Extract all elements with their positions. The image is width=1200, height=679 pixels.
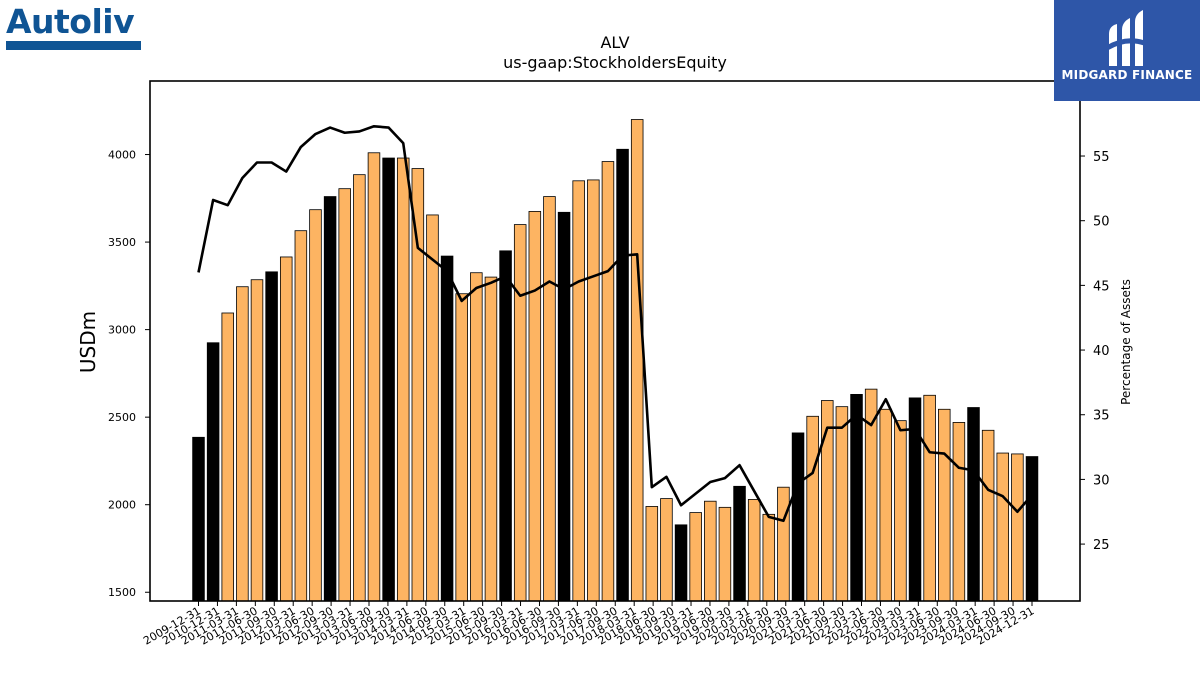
bar-13 <box>382 157 395 602</box>
bar-34 <box>689 512 702 602</box>
bar-35 <box>704 500 717 602</box>
bar-1 <box>206 342 220 602</box>
bar-7 <box>294 230 308 602</box>
chart-subtitle: us-gaap:StockholdersEquity <box>503 53 727 72</box>
y-tick-label-2: 2500 <box>108 411 136 424</box>
bar-56 <box>1011 453 1024 602</box>
bar-57 <box>1025 456 1039 602</box>
y-tick-label-1: 2000 <box>108 499 136 512</box>
bar-17 <box>440 255 454 602</box>
bar-54 <box>981 429 995 602</box>
bar-2 <box>221 312 234 602</box>
bar-39 <box>762 513 776 602</box>
bar-31 <box>645 506 659 602</box>
y-tick-label-4: 3500 <box>108 236 136 249</box>
bar-50 <box>923 394 936 602</box>
midgard-finance-logo: MIDGARD FINANCE <box>1054 0 1200 101</box>
percentage-line <box>197 124 1033 523</box>
autoliv-logo: Autoliv <box>6 4 142 52</box>
midgard-emblem-icon <box>1105 10 1148 66</box>
bar-22 <box>513 224 527 602</box>
bar-27 <box>587 179 600 602</box>
bar-45 <box>850 393 863 602</box>
bar-53 <box>967 407 980 602</box>
bar-44 <box>835 406 849 602</box>
y-axis-label: USDm <box>76 311 100 373</box>
bar-32 <box>660 498 673 602</box>
bar-5 <box>265 271 278 602</box>
bar-19 <box>470 272 483 602</box>
bar-38 <box>747 499 761 602</box>
y2-tick-label-1: 30 <box>1093 473 1110 488</box>
bar-41 <box>791 432 805 602</box>
bar-28 <box>601 161 615 602</box>
autoliv-wordmark: Autoliv <box>6 2 135 41</box>
bar-3 <box>236 286 249 602</box>
bar-36 <box>718 506 732 602</box>
bar-14 <box>396 157 410 602</box>
bar-52 <box>952 422 966 602</box>
bar-33 <box>674 524 688 602</box>
autoliv-logo-bar <box>6 41 141 50</box>
bar-29 <box>616 148 629 602</box>
bar-25 <box>557 211 571 602</box>
bar-18 <box>455 293 468 602</box>
y-tick-label-5: 4000 <box>108 149 136 162</box>
bar-23 <box>528 211 542 602</box>
bar-0 <box>192 436 205 602</box>
bar-42 <box>806 415 819 602</box>
y2-tick-label-6: 55 <box>1093 150 1110 165</box>
bar-20 <box>484 276 498 602</box>
y2-tick-label-4: 45 <box>1093 279 1110 294</box>
bar-6 <box>279 256 293 602</box>
bar-30 <box>630 119 644 602</box>
line-layer <box>197 124 1033 523</box>
bars-group <box>192 119 1039 602</box>
bar-16 <box>426 214 439 602</box>
bar-9 <box>323 196 337 602</box>
bar-12 <box>367 152 381 602</box>
bar-4 <box>250 279 264 602</box>
bar-37 <box>733 485 746 602</box>
y2-tick-label-0: 25 <box>1093 538 1110 553</box>
midgard-brand-text: MIDGARD FINANCE <box>1061 68 1193 82</box>
y-tick-label-0: 1500 <box>108 586 136 599</box>
y2-tick-label-3: 40 <box>1093 344 1110 359</box>
bar-11 <box>353 174 366 602</box>
bar-40 <box>777 486 790 602</box>
y2-axis-label: Percentage of Assets <box>1119 279 1133 405</box>
chart-title: ALV <box>600 33 629 52</box>
bar-24 <box>543 196 556 602</box>
bar-26 <box>572 180 585 602</box>
bar-8 <box>309 209 322 602</box>
bar-51 <box>938 408 951 602</box>
bar-48 <box>894 420 907 602</box>
bar-15 <box>411 168 425 602</box>
y-tick-label-3: 3000 <box>108 324 136 337</box>
y2-tick-label-2: 35 <box>1093 409 1110 424</box>
bar-55 <box>996 452 1010 602</box>
bar-21 <box>499 250 512 602</box>
bar-10 <box>338 188 351 602</box>
y2-tick-label-5: 50 <box>1093 215 1110 230</box>
bar-47 <box>879 408 893 602</box>
